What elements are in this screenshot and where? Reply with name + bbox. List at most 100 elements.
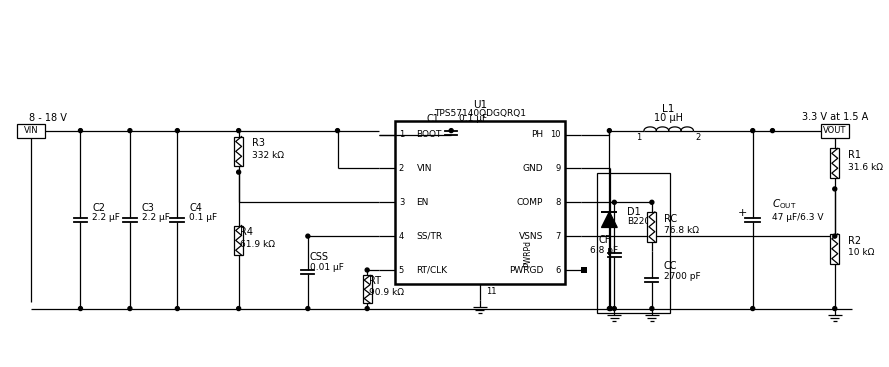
Bar (395, 121, 565, 284)
Text: R4: R4 (240, 228, 252, 237)
Text: 1: 1 (637, 133, 642, 142)
Text: 10 μH: 10 μH (654, 113, 683, 123)
Circle shape (128, 128, 132, 132)
Text: 47 μF/6.3 V: 47 μF/6.3 V (773, 213, 824, 222)
Text: 76.8 kΩ: 76.8 kΩ (664, 226, 699, 235)
Circle shape (771, 128, 774, 132)
Circle shape (365, 268, 369, 272)
Text: VOUT: VOUT (823, 126, 846, 135)
Circle shape (833, 306, 837, 310)
Text: D1: D1 (627, 207, 641, 217)
Text: 61.9 kΩ: 61.9 kΩ (240, 240, 275, 249)
Text: 2: 2 (696, 133, 701, 142)
Bar (597, 172, 669, 313)
Text: 90.9 kΩ: 90.9 kΩ (369, 288, 404, 297)
Circle shape (833, 187, 837, 191)
Circle shape (175, 128, 180, 132)
Circle shape (750, 128, 755, 132)
Text: PWRGD: PWRGD (509, 265, 543, 275)
Circle shape (613, 306, 616, 310)
Bar (363, 276, 372, 303)
Polygon shape (602, 212, 617, 228)
Circle shape (607, 306, 612, 310)
Circle shape (306, 306, 310, 310)
Text: 3.3 V at 1.5 A: 3.3 V at 1.5 A (802, 112, 868, 122)
Text: CF: CF (598, 235, 611, 244)
Text: CC: CC (664, 261, 677, 271)
Bar (17, 124, 44, 138)
Bar (821, 124, 849, 138)
Text: R2: R2 (847, 236, 861, 246)
Text: PH: PH (531, 130, 543, 139)
Circle shape (236, 306, 241, 310)
Circle shape (236, 128, 241, 132)
Text: 1: 1 (399, 130, 404, 139)
Text: VIN: VIN (24, 126, 38, 135)
Text: TPS57140QDGQRQ1: TPS57140QDGQRQ1 (434, 109, 526, 118)
Text: 332 kΩ: 332 kΩ (252, 151, 284, 160)
Circle shape (306, 234, 310, 238)
Circle shape (365, 306, 369, 310)
Circle shape (335, 128, 340, 132)
Text: VSNS: VSNS (519, 232, 543, 241)
Circle shape (833, 234, 837, 238)
Text: SS/TR: SS/TR (417, 232, 443, 241)
Text: 7: 7 (556, 232, 561, 241)
Circle shape (128, 306, 132, 310)
Text: RT/CLK: RT/CLK (417, 265, 448, 275)
Bar (234, 225, 243, 255)
Text: 3: 3 (399, 198, 404, 207)
Text: 0.1 μF: 0.1 μF (459, 114, 487, 123)
Text: 2700 pF: 2700 pF (664, 272, 701, 281)
Text: PWRPd: PWRPd (523, 240, 532, 266)
Text: 2.2 μF: 2.2 μF (92, 213, 120, 222)
Text: C2: C2 (92, 203, 105, 213)
Circle shape (78, 306, 83, 310)
Circle shape (750, 306, 755, 310)
Text: BOOT: BOOT (417, 130, 442, 139)
Bar (830, 234, 839, 264)
Text: 10: 10 (550, 130, 561, 139)
Text: 0.1 μF: 0.1 μF (189, 213, 217, 222)
Circle shape (650, 200, 653, 204)
Text: 10 kΩ: 10 kΩ (847, 248, 874, 257)
Text: U1: U1 (473, 100, 487, 110)
Circle shape (650, 306, 653, 310)
Text: 8: 8 (556, 198, 561, 207)
Bar (234, 137, 243, 166)
Text: +: + (738, 208, 748, 218)
Text: 6.8 pF: 6.8 pF (590, 246, 619, 255)
Circle shape (78, 128, 83, 132)
Text: VIN: VIN (417, 164, 432, 173)
Text: 8 - 18 V: 8 - 18 V (29, 113, 67, 123)
Text: RT: RT (369, 276, 381, 286)
Text: $C_\mathrm{OUT}$: $C_\mathrm{OUT}$ (773, 197, 797, 211)
Bar (647, 212, 656, 241)
Text: C1: C1 (427, 114, 440, 124)
Text: 0.01 μF: 0.01 μF (310, 263, 344, 272)
Text: 9: 9 (556, 164, 561, 173)
Circle shape (613, 200, 616, 204)
Text: COMP: COMP (517, 198, 543, 207)
Text: R3: R3 (252, 138, 265, 149)
Circle shape (449, 128, 453, 132)
Text: C3: C3 (141, 203, 155, 213)
Circle shape (175, 306, 180, 310)
Circle shape (608, 306, 613, 310)
Text: 5: 5 (399, 265, 404, 275)
Text: CSS: CSS (310, 251, 329, 262)
Text: 11: 11 (485, 287, 496, 296)
Text: 2: 2 (399, 164, 404, 173)
Text: 31.6 kΩ: 31.6 kΩ (847, 163, 883, 172)
Text: 2.2 μF: 2.2 μF (141, 213, 170, 222)
Bar (830, 148, 839, 178)
Text: L1: L1 (662, 104, 675, 114)
Text: R1: R1 (847, 150, 861, 160)
Text: 6: 6 (556, 265, 561, 275)
Text: C4: C4 (189, 203, 202, 213)
Text: 4: 4 (399, 232, 404, 241)
Bar (581, 267, 587, 273)
Text: RC: RC (664, 214, 677, 224)
Text: EN: EN (417, 198, 429, 207)
Circle shape (607, 128, 612, 132)
